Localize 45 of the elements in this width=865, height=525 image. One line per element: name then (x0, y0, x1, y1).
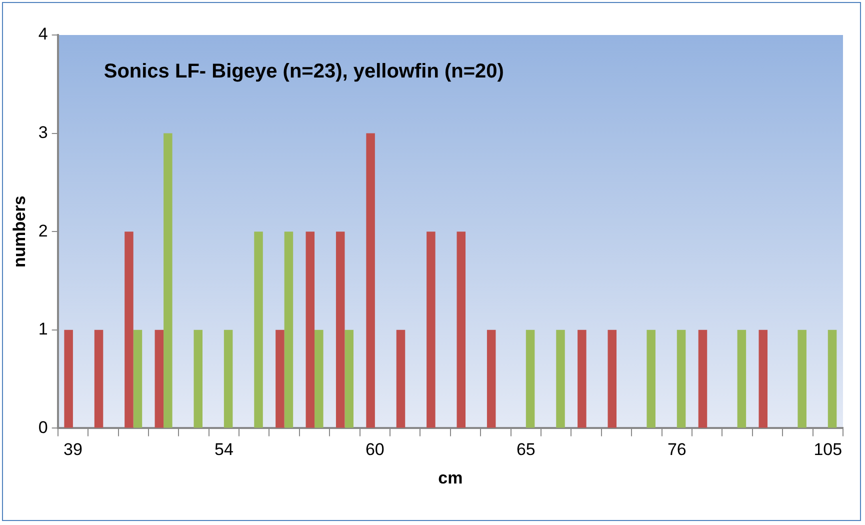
x-tick-label: 76 (667, 440, 686, 460)
bar (556, 330, 565, 428)
bar (737, 330, 746, 428)
bar (396, 330, 406, 428)
bar (164, 133, 172, 428)
x-tick-label: 39 (63, 440, 82, 460)
y-tick-label: 3 (38, 122, 48, 142)
bar (646, 330, 656, 428)
bar (698, 330, 708, 428)
bar (828, 330, 837, 428)
bar (306, 232, 315, 428)
bar (366, 133, 375, 428)
x-tick-label: 60 (365, 440, 384, 460)
bar (133, 330, 142, 428)
bar (426, 232, 436, 428)
bar (798, 330, 806, 428)
bar (676, 330, 686, 428)
bar (124, 232, 134, 428)
y-tick-label: 2 (38, 221, 48, 240)
bar (456, 232, 466, 428)
bar (578, 330, 586, 428)
bar (336, 232, 345, 428)
bar (224, 330, 233, 428)
x-tick-label: 54 (214, 440, 234, 460)
bar (344, 330, 354, 428)
y-tick-label: 0 (38, 418, 48, 437)
bar (314, 330, 324, 428)
bar (526, 330, 535, 428)
bar (284, 232, 294, 428)
bar (486, 330, 496, 428)
y-axis-title: numbers (10, 196, 29, 268)
bar (276, 330, 284, 428)
bar (758, 330, 768, 428)
bar (94, 330, 104, 428)
x-axis-title: cm (438, 468, 463, 488)
y-tick-label: 4 (38, 24, 48, 44)
bar (254, 232, 263, 428)
text: Sonics LF- Bigeye (n=23), yellowfin (n=20) (104, 60, 504, 83)
bar (194, 330, 203, 428)
bar (64, 330, 73, 428)
bar (154, 330, 164, 428)
x-tick-label: 65 (516, 440, 536, 460)
bar (608, 330, 617, 428)
y-tick-label: 1 (38, 320, 48, 339)
x-tick-label: 105 (814, 440, 842, 460)
